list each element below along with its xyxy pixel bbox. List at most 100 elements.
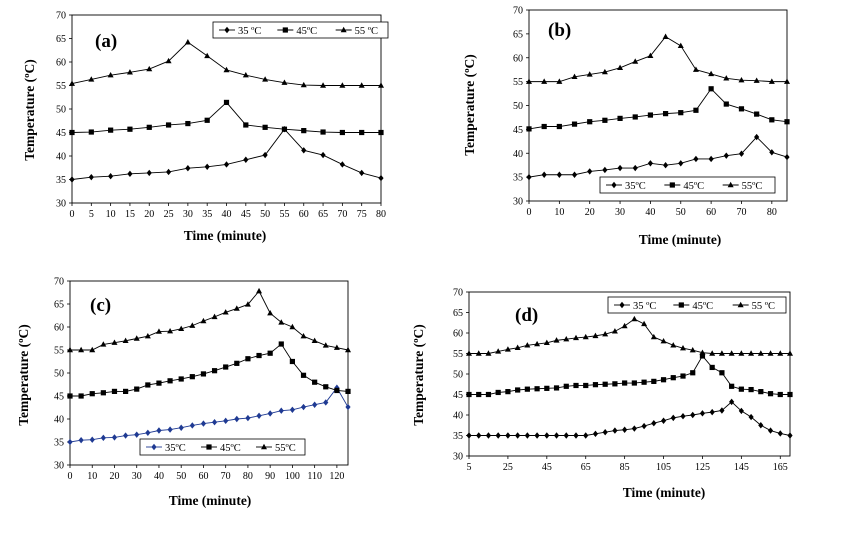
x-tick-label: 15: [125, 209, 135, 220]
data-point: [223, 99, 230, 106]
data-point: [320, 129, 326, 135]
data-point: [573, 334, 579, 341]
data-point: [245, 356, 251, 362]
data-point: [526, 173, 532, 181]
data-point: [777, 350, 784, 356]
data-point: [345, 403, 351, 411]
x-tick-label: 70: [337, 209, 347, 220]
data-point: [222, 309, 229, 315]
panel-label-b: (b): [548, 20, 571, 41]
legend-marker: [737, 301, 744, 308]
data-point: [300, 333, 307, 339]
series-line: [71, 41, 381, 86]
data-point: [699, 410, 706, 417]
data-point: [339, 129, 345, 136]
data-point: [602, 381, 608, 387]
data-point: [312, 401, 318, 408]
data-point: [466, 350, 472, 356]
data-point: [693, 155, 699, 163]
y-tick-label: 45: [54, 392, 64, 403]
data-point: [544, 385, 550, 391]
x-tick-label: 60: [198, 471, 208, 482]
y-tick-label: 50: [54, 369, 64, 380]
x-tick-label: 50: [676, 207, 686, 218]
data-point: [690, 411, 696, 419]
y-tick-label: 35: [513, 173, 523, 184]
legend-marker: [282, 27, 288, 33]
data-point: [553, 337, 560, 343]
legend-label: 55 ºC: [355, 26, 378, 37]
data-point: [647, 160, 654, 167]
x-tick-label: 0: [70, 209, 75, 220]
x-tick-label: 85: [620, 462, 630, 473]
x-tick-label: 50: [176, 471, 186, 482]
data-point: [146, 65, 153, 72]
data-point: [134, 386, 140, 392]
y-tick-label: 45: [56, 128, 66, 139]
data-point: [631, 425, 637, 432]
data-point: [88, 173, 94, 181]
data-point: [553, 432, 560, 439]
data-point: [267, 410, 273, 417]
series-line: [71, 101, 381, 133]
y-tick-label: 30: [453, 452, 463, 463]
data-point: [573, 382, 579, 389]
y-tick-label: 55: [513, 77, 523, 88]
panel-d-ylabel: Temperature (ºC): [411, 324, 426, 426]
data-point: [515, 387, 521, 393]
data-point: [719, 407, 725, 414]
data-point: [748, 350, 755, 356]
data-point: [573, 432, 579, 439]
legend-label: 45ºC: [220, 443, 241, 454]
data-point: [311, 337, 318, 343]
data-point: [641, 422, 647, 430]
data-point: [495, 389, 501, 396]
data-point: [738, 76, 745, 83]
series-line: [528, 136, 788, 178]
x-tick-label: 5: [467, 462, 472, 473]
data-point: [680, 373, 686, 379]
data-point: [709, 350, 716, 356]
data-point: [708, 70, 715, 77]
series-line: [70, 290, 349, 351]
data-point: [631, 315, 638, 322]
data-point: [185, 120, 191, 127]
data-point: [677, 42, 684, 49]
data-point: [67, 393, 73, 399]
data-point: [267, 310, 274, 316]
data-point: [563, 335, 570, 342]
y-tick-label: 40: [453, 411, 463, 422]
x-tick-label: 80: [243, 471, 253, 482]
data-point: [476, 432, 482, 439]
data-point: [738, 150, 745, 157]
data-point: [767, 391, 774, 397]
data-point: [359, 169, 365, 177]
data-point: [69, 80, 75, 86]
data-point: [729, 398, 735, 406]
data-point: [278, 341, 284, 347]
x-tick-label: 25: [164, 209, 174, 220]
y-tick-label: 60: [513, 53, 523, 64]
y-tick-label: 60: [54, 323, 64, 334]
data-point: [233, 305, 240, 311]
series-line: [469, 355, 790, 395]
data-point: [748, 386, 754, 393]
data-point: [100, 341, 107, 347]
x-tick-label: 20: [585, 207, 595, 218]
data-point: [738, 106, 745, 112]
data-point: [758, 389, 764, 395]
data-point: [223, 364, 229, 370]
data-point: [753, 77, 760, 83]
data-point: [718, 350, 725, 356]
data-point: [485, 350, 492, 356]
data-point: [339, 161, 345, 168]
y-tick-label: 50: [453, 370, 463, 381]
data-point: [211, 313, 218, 320]
data-point: [145, 429, 151, 436]
x-tick-label: 5: [89, 209, 94, 220]
data-point: [709, 364, 715, 371]
data-point: [587, 119, 593, 125]
data-point: [127, 170, 133, 178]
y-tick-label: 35: [54, 438, 64, 449]
data-point: [622, 426, 628, 433]
